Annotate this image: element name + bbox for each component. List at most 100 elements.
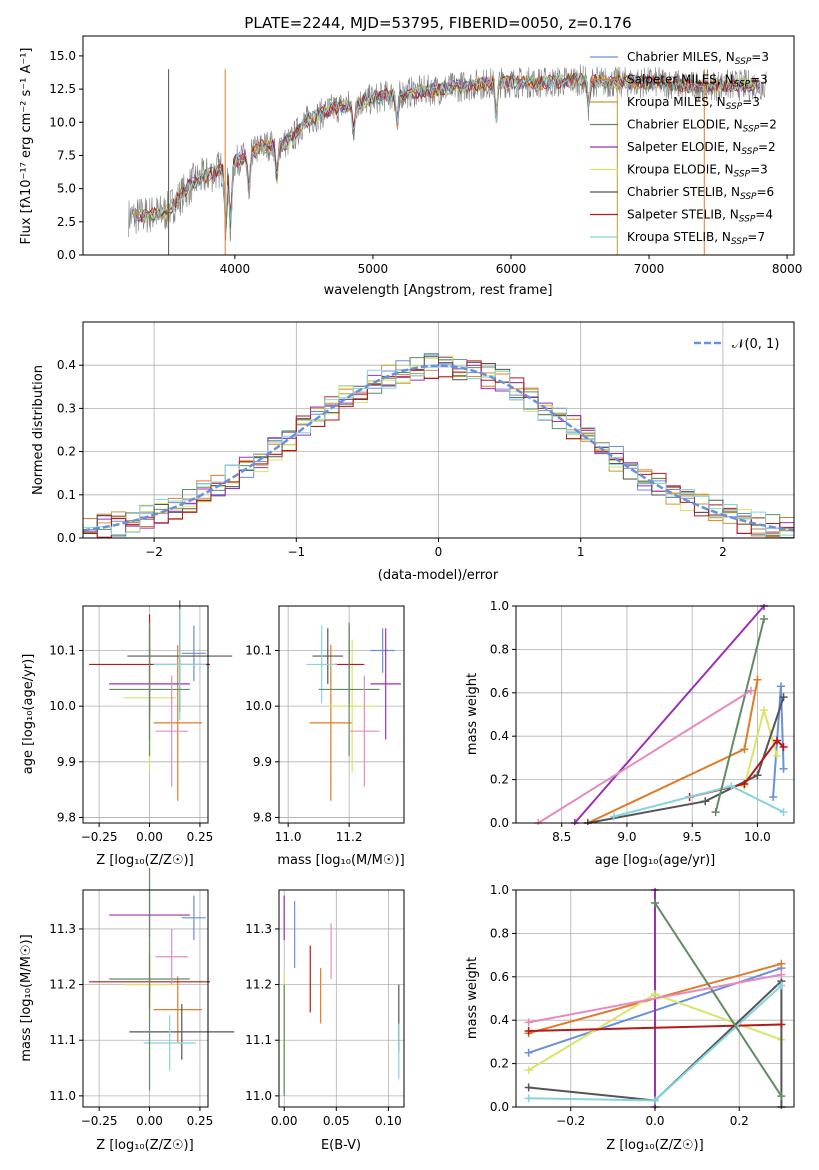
- x-tick-label: 8000: [772, 262, 803, 276]
- weight-line: [654, 902, 783, 1097]
- y-tick-label: 11.3: [49, 922, 76, 936]
- age-vs-z-axes-frame: [82, 605, 209, 824]
- y-tick-label: 15.0: [49, 49, 76, 63]
- x-tick-label: 11.2: [336, 830, 363, 844]
- y-tick-label: 11.1: [245, 1033, 272, 1047]
- weight-marker: [753, 675, 762, 684]
- x-tick-label: 0.2: [730, 1114, 749, 1128]
- y-tick-label: 1.0: [490, 883, 509, 897]
- y-tick-label: 11.0: [49, 1089, 76, 1103]
- weight-marker: [773, 751, 782, 760]
- weight-vs-age-ylabel: mass weight: [465, 673, 480, 755]
- spectrum-panel: PLATE=2244, MJD=53795, FIBERID=0050, z=0…: [19, 14, 802, 298]
- legend-label: Salpeter MILES, NSSP=3: [627, 73, 768, 90]
- weight-marker: [524, 1048, 533, 1057]
- weight-marker: [779, 743, 788, 752]
- age-vs-mass-panel: 11.0 11.2 9.8 9.9 10.0 10.1 mass [log₁₀(M/M☉)…: [245, 605, 405, 868]
- weight-marker: [524, 1066, 533, 1075]
- x-tick-label: 9.0: [617, 830, 636, 844]
- y-tick-label: 10.0: [245, 699, 272, 713]
- y-tick-label: 0.0: [490, 1100, 509, 1114]
- weight-marker: [777, 1020, 786, 1029]
- legend-label: Kroupa ELODIE, NSSP=3: [627, 163, 768, 180]
- weight-vs-z-panel: −0.2 0.0 0.2 0.0 0.2 0.4 0.6 0.8 1.0 Z [log₁₀(Z/…: [465, 883, 795, 1153]
- weight-marker: [779, 808, 788, 817]
- weight-marker: [609, 812, 618, 821]
- legend-label: Salpeter STELIB, NSSP=4: [627, 208, 773, 225]
- histogram-step: [83, 366, 794, 538]
- x-tick-label: 0.25: [187, 830, 214, 844]
- y-tick-label: 0.0: [490, 816, 509, 830]
- mass-vs-z-ylabel: mass [log₁₀(M/M☉)]: [19, 934, 34, 1061]
- weight-marker: [524, 1027, 533, 1036]
- x-tick-label: −0.25: [81, 1114, 118, 1128]
- model-spectrum-line: [142, 74, 760, 230]
- weight-line: [613, 785, 785, 818]
- weight-vs-age-xlabel: age [log₁₀(age/yr)]: [595, 853, 716, 868]
- legend-label: Salpeter ELODIE, NSSP=2: [627, 140, 776, 157]
- spectrum-axes-frame: [82, 35, 795, 256]
- y-tick-label: 0.4: [57, 358, 76, 372]
- weight-marker: [777, 981, 786, 990]
- y-tick-label: 12.5: [49, 82, 76, 96]
- y-tick-label: 0.1: [57, 488, 76, 502]
- y-tick-label: 7.5: [57, 148, 76, 162]
- y-tick-label: 9.8: [253, 810, 272, 824]
- weight-marker: [651, 990, 659, 999]
- weight-marker: [779, 764, 788, 773]
- weight-marker: [740, 779, 749, 788]
- y-tick-label: 0.6: [490, 970, 509, 984]
- x-tick-label: 0.25: [187, 1114, 214, 1128]
- y-tick-label: 0.6: [490, 686, 509, 700]
- weight-marker: [777, 970, 786, 979]
- weight-line: [528, 978, 783, 1107]
- weight-marker: [651, 899, 659, 908]
- x-tick-label: 10.0: [744, 830, 771, 844]
- x-tick-label: −2: [145, 545, 163, 559]
- histogram-legend: 𝒩(0, 1): [694, 337, 779, 352]
- y-tick-label: 11.3: [245, 922, 272, 936]
- mass-vs-z-panel: −0.25 0.00 0.25 11.0 11.1 11.2 11.3 Z [log₁₀(Z…: [19, 867, 235, 1153]
- y-tick-label: 9.9: [57, 755, 76, 769]
- mass-vs-ebv-panel: 0.00 0.05 0.10 11.0 11.1 11.2 11.3 E(B-V): [245, 889, 405, 1153]
- weight-marker: [711, 808, 720, 817]
- histogram-ylabel: Normed distribution: [31, 365, 46, 495]
- age-vs-z-ylabel: age [log₁₀(age/yr)]: [21, 654, 36, 775]
- x-tick-label: 0.05: [323, 1114, 350, 1128]
- y-tick-label: 0.3: [57, 401, 76, 415]
- weight-marker: [779, 693, 788, 702]
- x-tick-label: 2: [719, 545, 727, 559]
- x-tick-label: 4000: [220, 262, 251, 276]
- y-tick-label: 0.4: [490, 1013, 509, 1027]
- weight-marker: [777, 959, 786, 968]
- legend-label: Chabrier ELODIE, NSSP=2: [627, 118, 777, 135]
- spectrum-lines: [128, 64, 767, 255]
- weight-marker: [753, 771, 762, 780]
- y-tick-label: 10.0: [49, 115, 76, 129]
- weight-vs-age-axes-frame: [515, 605, 795, 824]
- x-tick-label: 0.00: [271, 1114, 298, 1128]
- weight-line: [587, 696, 785, 824]
- x-tick-label: 0: [435, 545, 443, 559]
- spectrum-title: PLATE=2244, MJD=53795, FIBERID=0050, z=0…: [244, 14, 631, 32]
- x-tick-label: 11.0: [275, 830, 302, 844]
- y-tick-label: 11.2: [245, 978, 272, 992]
- y-tick-label: 10.1: [245, 644, 272, 658]
- x-tick-label: −1: [287, 545, 305, 559]
- legend-label: Chabrier MILES, NSSP=3: [627, 50, 769, 67]
- y-tick-label: 11.1: [49, 1033, 76, 1047]
- y-tick-label: 0.8: [490, 642, 509, 656]
- x-tick-label: 9.5: [683, 830, 702, 844]
- weight-marker: [777, 1092, 786, 1101]
- weight-marker: [524, 1083, 533, 1092]
- spectrum-xlabel: wavelength [Angstrom, rest frame]: [324, 283, 553, 298]
- weight-marker: [524, 1018, 533, 1027]
- weight-line: [528, 973, 782, 1024]
- y-tick-label: 1.0: [490, 599, 509, 613]
- y-tick-label: 0.2: [490, 1057, 509, 1071]
- y-tick-label: 9.8: [57, 810, 76, 824]
- age-vs-z-panel: −0.25 0.00 0.25 9.8 9.9 10.0 10.1 Z [log₁₀(Z/Z…: [21, 600, 233, 868]
- y-tick-label: 0.8: [490, 926, 509, 940]
- normal-legend-label: 𝒩(0, 1): [732, 337, 779, 352]
